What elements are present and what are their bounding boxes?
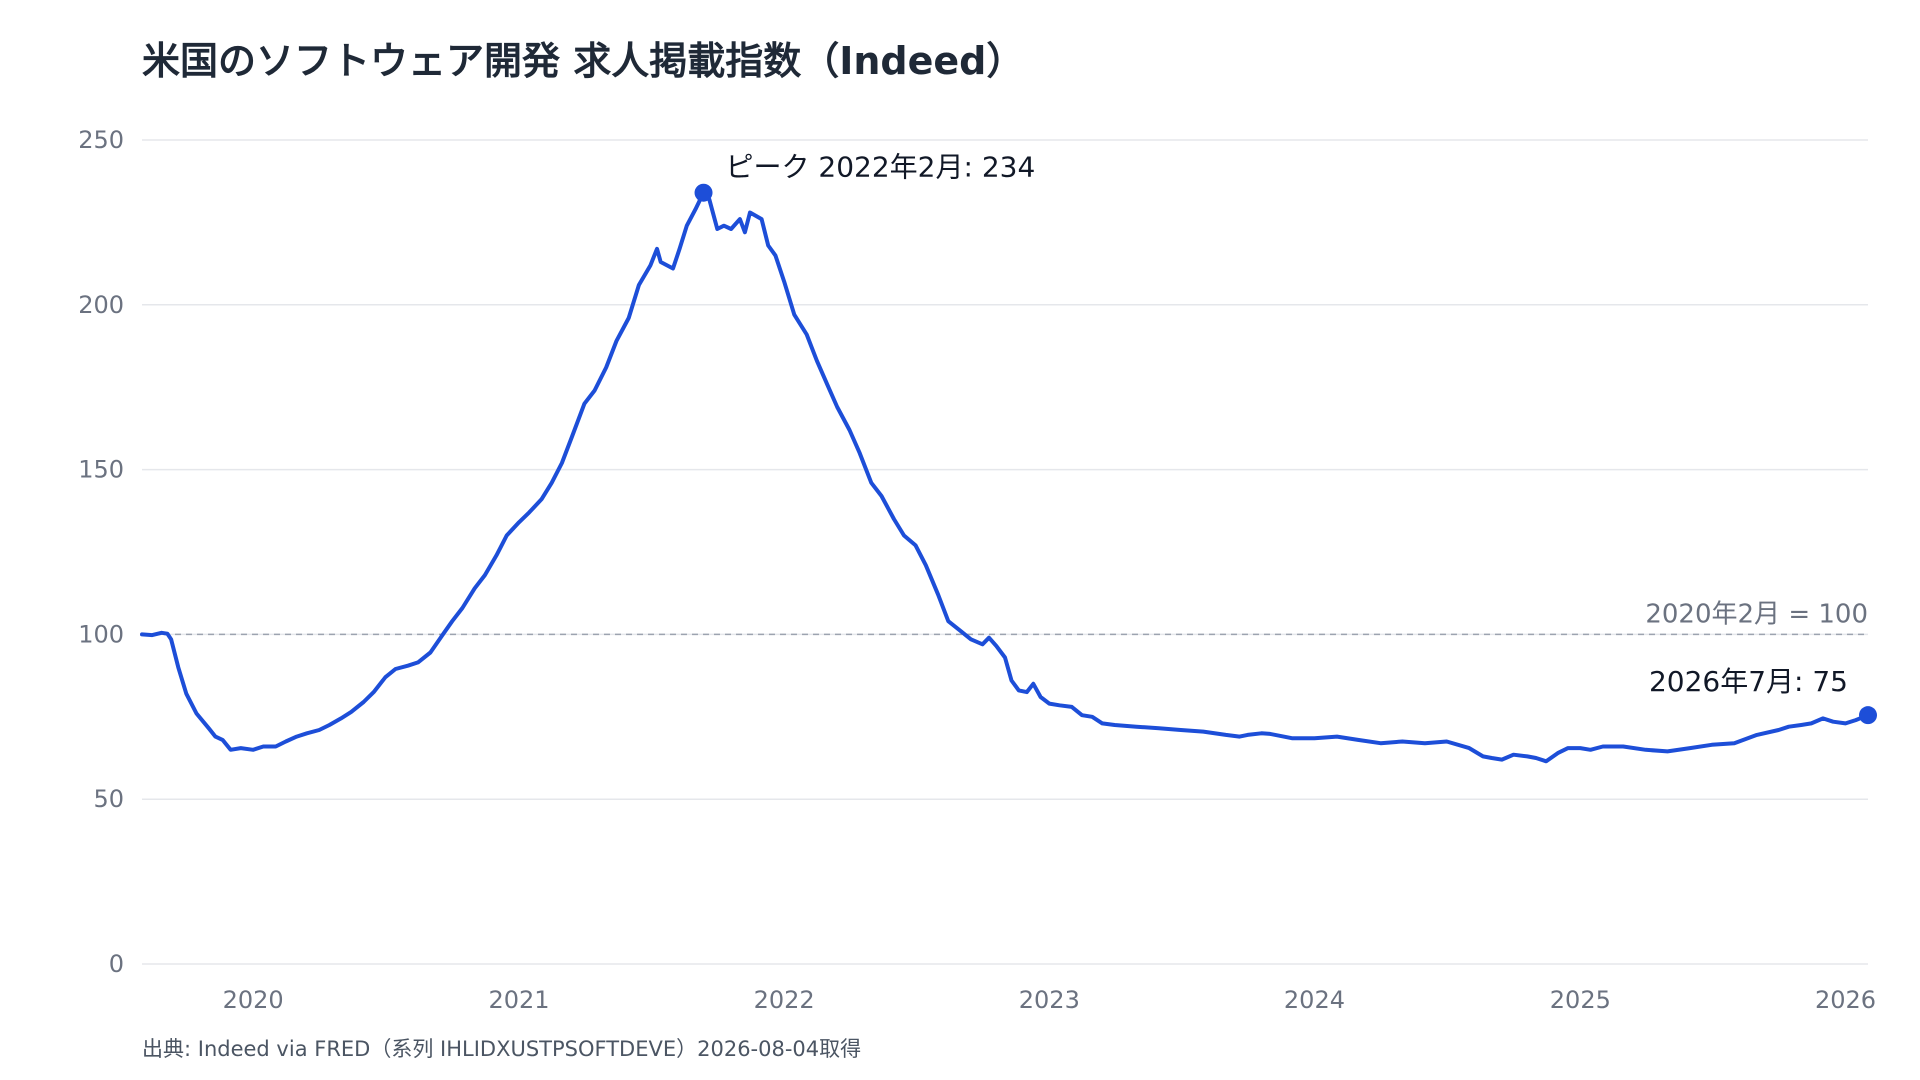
latest-label: 2026年7月: 75 xyxy=(1649,665,1848,698)
x-tick-label: 2025 xyxy=(1550,986,1611,1014)
latest-marker xyxy=(1859,706,1877,725)
peak-marker xyxy=(694,183,713,202)
x-tick-label: 2021 xyxy=(488,986,549,1014)
peak-label: ピーク 2022年2月: 234 xyxy=(726,151,1036,184)
reference-line-layer: 2020年2月 = 100 xyxy=(142,599,1868,636)
tick-layer: 0 50 100 150 200 250 2020 2021 2022 2023 2024 2025 2… xyxy=(78,126,1876,1014)
y-tick-label: 150 xyxy=(78,456,124,484)
x-tick-label: 2022 xyxy=(754,986,815,1014)
x-tick-label: 2020 xyxy=(223,986,284,1014)
x-tick-label: 2024 xyxy=(1284,986,1345,1014)
y-tick-label: 200 xyxy=(78,291,124,319)
series-line xyxy=(140,190,1870,764)
grid-layer xyxy=(142,139,1868,965)
reference-line-label: 2020年2月 = 100 xyxy=(1645,599,1868,629)
chart-title: 米国のソフトウェア開発 求人掲載指数（Indeed） xyxy=(142,39,1025,83)
source-note: 出典: Indeed via FRED（系列 IHLIDXUSTPSOFTDEV… xyxy=(142,1037,862,1061)
y-tick-label: 50 xyxy=(93,785,124,813)
y-tick-label: 0 xyxy=(109,950,124,978)
x-tick-label: 2023 xyxy=(1019,986,1080,1014)
series-layer xyxy=(140,190,1870,764)
y-tick-label: 250 xyxy=(78,126,124,154)
x-tick-label: 2026 xyxy=(1815,986,1876,1014)
y-tick-label: 100 xyxy=(78,620,124,648)
annotation-layer: ピーク 2022年2月: 234 2026年7月: 75 xyxy=(694,151,1877,725)
